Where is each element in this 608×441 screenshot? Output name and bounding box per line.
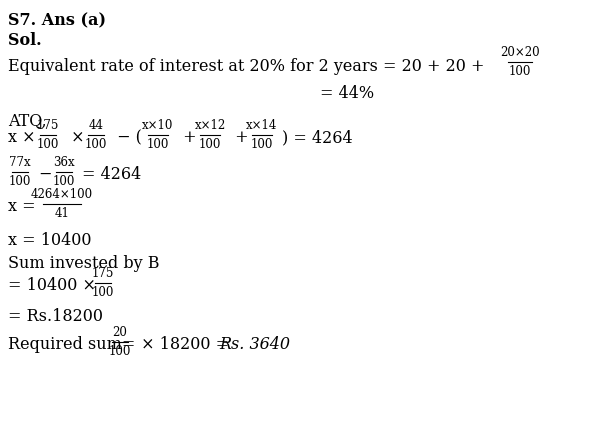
Text: 44: 44 xyxy=(89,119,103,132)
Text: = Rs.18200: = Rs.18200 xyxy=(8,308,103,325)
Text: 20: 20 xyxy=(112,326,128,339)
Text: 20×20: 20×20 xyxy=(500,46,540,59)
Text: 77x: 77x xyxy=(9,156,31,169)
Text: 100: 100 xyxy=(37,138,59,151)
Text: +: + xyxy=(178,129,202,146)
Text: Rs. 3640: Rs. 3640 xyxy=(219,336,290,353)
Text: 4264×100: 4264×100 xyxy=(31,188,93,201)
Text: ATQ,: ATQ, xyxy=(8,112,47,129)
Text: ×: × xyxy=(66,129,89,146)
Text: 175: 175 xyxy=(92,267,114,280)
Text: 100: 100 xyxy=(85,138,107,151)
Text: 36x: 36x xyxy=(53,156,75,169)
Text: −: − xyxy=(38,166,51,183)
Text: x×12: x×12 xyxy=(195,119,226,132)
Text: S7. Ans (a): S7. Ans (a) xyxy=(8,12,106,29)
Text: +: + xyxy=(230,129,254,146)
Text: Required sum=: Required sum= xyxy=(8,336,140,353)
Text: 100: 100 xyxy=(509,65,531,78)
Text: × 18200 =: × 18200 = xyxy=(136,336,234,353)
Text: 100: 100 xyxy=(147,138,169,151)
Text: 100: 100 xyxy=(92,286,114,299)
Text: Equivalent rate of interest at 20% for 2 years = 20 + 20 +: Equivalent rate of interest at 20% for 2… xyxy=(8,58,489,75)
Text: x×14: x×14 xyxy=(246,119,278,132)
Text: 100: 100 xyxy=(9,175,31,188)
Text: 41: 41 xyxy=(55,207,69,220)
Text: = 4264: = 4264 xyxy=(82,166,141,183)
Text: x ×: x × xyxy=(8,129,41,146)
Text: 100: 100 xyxy=(53,175,75,188)
Text: 100: 100 xyxy=(251,138,273,151)
Text: Sum invested by B: Sum invested by B xyxy=(8,255,159,272)
Text: x×10: x×10 xyxy=(142,119,174,132)
Text: 175: 175 xyxy=(37,119,59,132)
Text: 100: 100 xyxy=(199,138,221,151)
Text: = 44%: = 44% xyxy=(320,85,374,102)
Text: x =: x = xyxy=(8,198,41,215)
Text: 100: 100 xyxy=(109,345,131,358)
Text: = 10400 ×: = 10400 × xyxy=(8,277,101,294)
Text: x = 10400: x = 10400 xyxy=(8,232,91,249)
Text: Sol.: Sol. xyxy=(8,32,41,49)
Text: − (: − ( xyxy=(112,129,142,146)
Text: ) = 4264: ) = 4264 xyxy=(282,129,353,146)
